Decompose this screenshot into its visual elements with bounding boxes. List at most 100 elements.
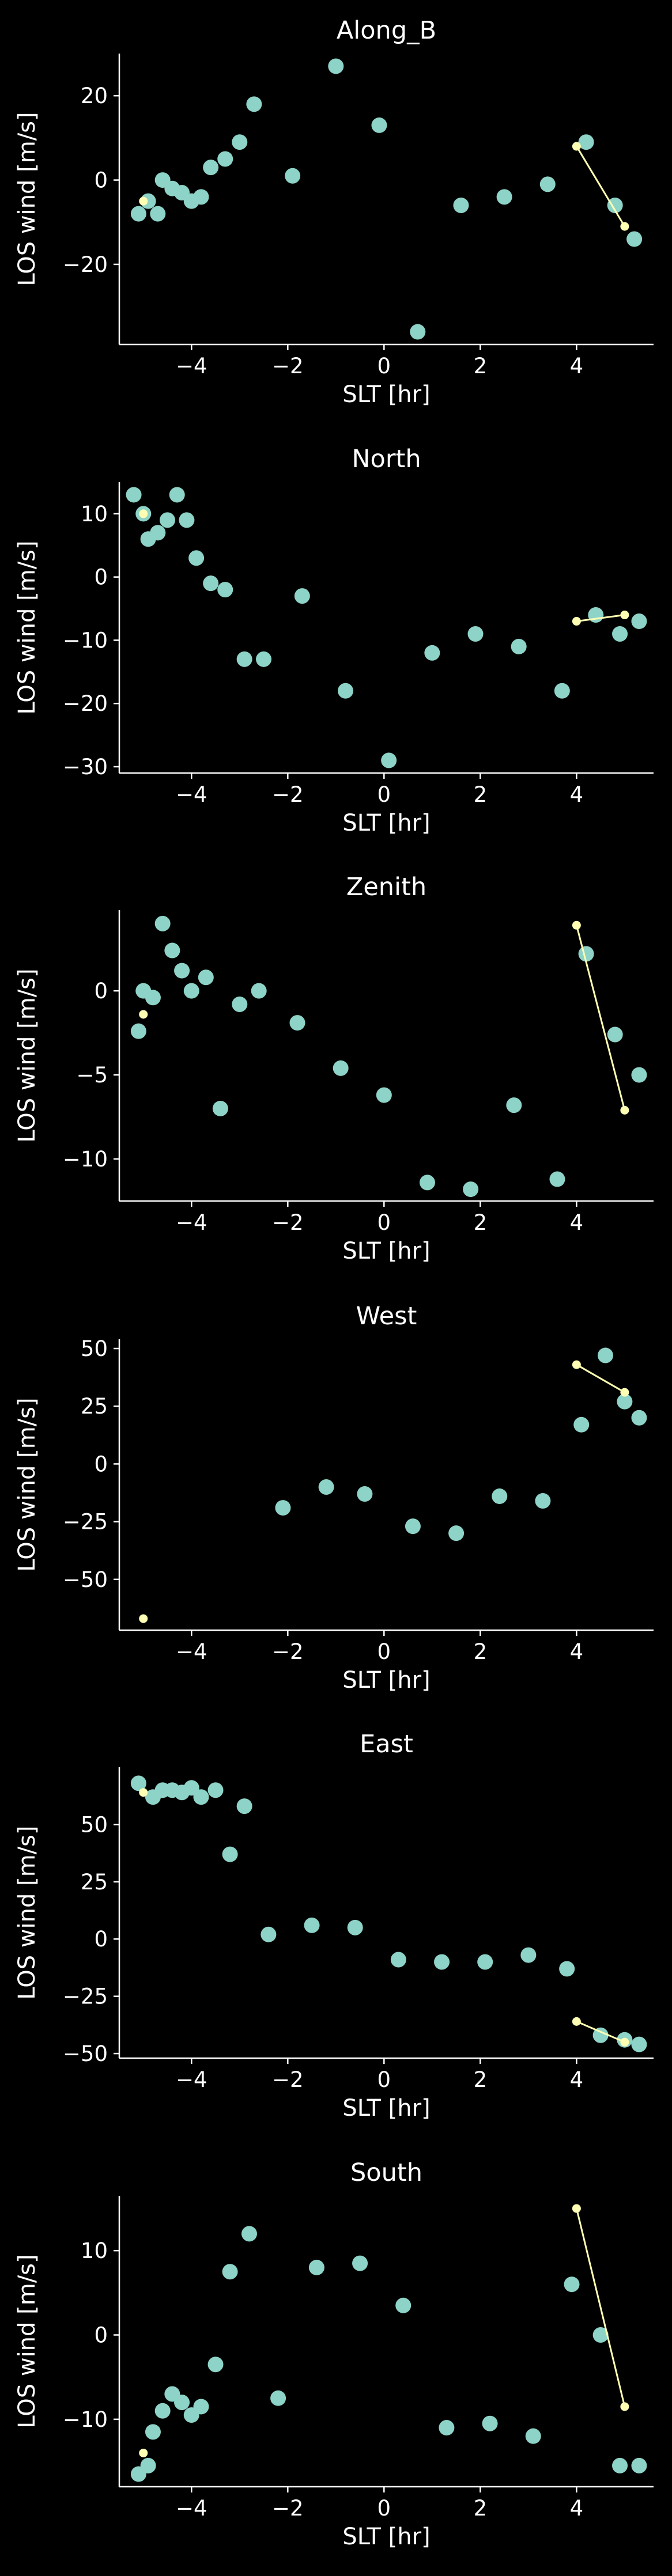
trend-marker <box>620 2402 629 2411</box>
y-tick-label: −50 <box>63 2041 108 2066</box>
scatter-point <box>232 996 248 1012</box>
trend-marker <box>620 2037 629 2047</box>
scatter-point <box>183 1780 199 1796</box>
chart-title: East <box>360 1730 413 1759</box>
scatter-point <box>154 915 171 931</box>
scatter-point <box>270 2390 286 2406</box>
x-tick-label: −2 <box>272 1639 304 1664</box>
x-tick-label: 0 <box>377 782 391 807</box>
x-tick-label: 4 <box>570 354 584 378</box>
trend-marker <box>139 1010 148 1019</box>
scatter-point <box>217 151 233 167</box>
x-tick-label: 0 <box>377 2067 391 2092</box>
scatter-point <box>631 1067 647 1083</box>
x-tick-label: 0 <box>377 1639 391 1664</box>
y-tick-label: −25 <box>63 1984 108 2009</box>
x-axis-label: SLT [hr] <box>342 1667 430 1694</box>
scatter-point <box>251 983 267 999</box>
y-tick-label: 20 <box>81 84 108 108</box>
scatter-point <box>174 2395 190 2411</box>
x-tick-label: −2 <box>272 2496 304 2521</box>
x-tick-label: 2 <box>474 2067 488 2092</box>
scatter-point <box>592 2027 609 2043</box>
x-tick-label: 0 <box>377 354 391 378</box>
chart-panel-south: South −4 −2 0 2 4 −10 0 10 SLT [hr] LOS wind [m/s] <box>14 2158 654 2550</box>
trend-line <box>575 925 626 1111</box>
scatter-point <box>434 1954 450 1970</box>
x-axis-label: SLT [hr] <box>342 1238 430 1264</box>
scatter-point <box>395 2297 411 2313</box>
scatter-point <box>169 487 185 503</box>
y-tick-label: 0 <box>94 168 108 193</box>
scatter-point <box>626 231 643 247</box>
scatter-point <box>232 134 248 150</box>
x-axis-label: SLT [hr] <box>342 810 430 836</box>
scatter-point <box>217 582 233 598</box>
x-tick-label: −2 <box>272 1210 304 1235</box>
trend-marker <box>139 196 148 206</box>
scatter-point <box>203 575 219 592</box>
scatter-point <box>183 983 199 999</box>
scatter-point <box>597 1347 613 1363</box>
chart-title: North <box>352 445 421 473</box>
scatter-point <box>198 969 214 986</box>
chart-panel-zenith: Zenith −4 −2 0 2 4 −10 −5 0 SLT [hr] LOS wind [m/s… <box>14 873 654 1264</box>
scatter-point <box>607 1026 623 1043</box>
scatter-point <box>554 683 570 699</box>
scatter-point <box>289 1015 305 1031</box>
x-tick-label: 4 <box>570 782 584 807</box>
scatter-point <box>179 512 195 528</box>
scatter-point <box>631 2036 647 2052</box>
x-tick-label: −2 <box>272 2067 304 2092</box>
scatter-point <box>285 168 301 184</box>
chart-panel-east: East −4 −2 0 2 4 −50 −25 0 25 50 SLT [hr] LOS wind [… <box>14 1730 654 2122</box>
x-tick-label: 4 <box>570 2067 584 2092</box>
scatter-point <box>193 1789 209 1805</box>
chart-title: Zenith <box>346 873 426 901</box>
trend-line <box>576 614 625 623</box>
x-tick-label: 4 <box>570 1210 584 1235</box>
y-axis-label: LOS wind [m/s] <box>14 1397 40 1571</box>
scatter-point <box>612 2457 628 2473</box>
scatter-point <box>492 1488 508 1505</box>
scatter-point <box>222 1846 238 1862</box>
scatter-point <box>467 626 484 642</box>
scatter-point <box>294 588 310 604</box>
scatter-point <box>592 2327 609 2343</box>
scatter-point <box>130 206 146 222</box>
scatter-point <box>328 58 344 74</box>
scatter-point <box>559 1961 575 1977</box>
scatter-point <box>405 1518 421 1535</box>
x-tick-label: 0 <box>377 1210 391 1235</box>
y-tick-label: −30 <box>63 755 108 779</box>
scatter-point <box>506 1097 522 1113</box>
scatter-point <box>419 1175 435 1191</box>
x-tick-label: 2 <box>474 2496 488 2521</box>
scatter-point <box>203 160 219 176</box>
x-tick-label: 2 <box>474 1639 488 1664</box>
x-tick-label: 4 <box>570 2496 584 2521</box>
scatter-point <box>246 96 262 112</box>
scatter-point <box>338 683 354 699</box>
scatter-point <box>261 1926 277 1942</box>
trend-marker <box>572 2204 581 2213</box>
scatter-point <box>164 942 180 959</box>
x-axis-label: SLT [hr] <box>342 381 430 408</box>
scatter-point <box>188 550 205 566</box>
trend-line <box>576 146 626 227</box>
scatter-point <box>207 2357 224 2373</box>
y-axis-label: LOS wind [m/s] <box>14 968 40 1142</box>
y-tick-label: 50 <box>81 1336 108 1361</box>
trend-marker <box>620 222 629 231</box>
scatter-point <box>573 1416 590 1433</box>
y-axis-label: LOS wind [m/s] <box>14 540 40 714</box>
scatter-point <box>347 1919 363 1935</box>
scatter-point <box>308 2259 324 2275</box>
x-tick-label: 2 <box>474 782 488 807</box>
trend-marker <box>620 1388 629 1397</box>
scatter-point <box>304 1917 320 1933</box>
x-tick-label: −4 <box>176 782 207 807</box>
x-tick-label: 2 <box>474 354 488 378</box>
